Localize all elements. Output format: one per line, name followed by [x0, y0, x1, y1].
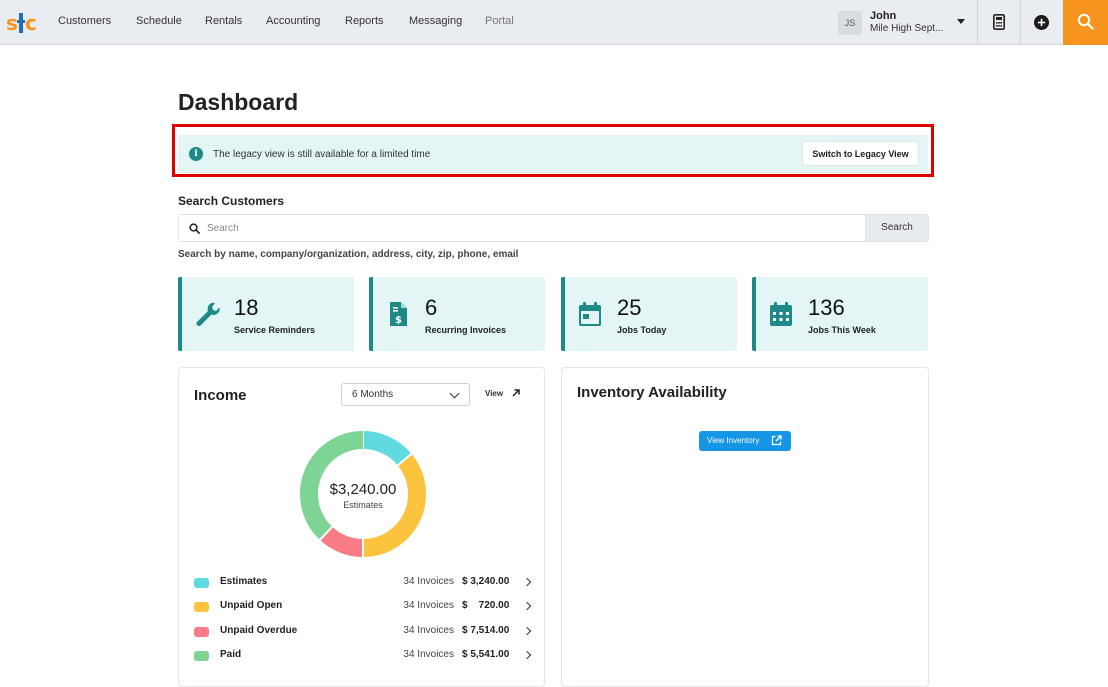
nav-accounting[interactable]: Accounting	[266, 15, 321, 27]
search-bar: Search	[178, 214, 929, 242]
view-inventory-button[interactable]: View Inventory	[699, 431, 791, 451]
user-organization: Mile High Sept...	[870, 23, 944, 34]
search-input[interactable]	[207, 219, 857, 237]
chevron-right-icon[interactable]	[522, 650, 532, 660]
inventory-title: Inventory Availability	[577, 384, 727, 401]
global-search-button[interactable]	[1063, 0, 1108, 45]
chevron-right-icon[interactable]	[522, 626, 532, 636]
wrench-icon	[196, 302, 220, 326]
calendar-day-icon	[579, 302, 601, 326]
arrow-up-right-icon[interactable]	[511, 388, 521, 398]
nav-customers[interactable]: Customers	[58, 15, 112, 27]
logo[interactable]: s c	[6, 10, 38, 36]
stat-value: 136	[808, 295, 845, 320]
donut-segment-unpaid-open[interactable]	[362, 453, 426, 557]
legend-invoices: 34 Invoices	[403, 625, 454, 636]
user-menu[interactable]: JS John Mile High Sept...	[838, 9, 968, 37]
legend-invoices: 34 Invoices	[403, 576, 454, 587]
svg-text:s: s	[6, 11, 18, 35]
external-link-icon	[771, 435, 782, 446]
donut-separator	[318, 525, 334, 542]
invoice-dollar-icon: $	[390, 302, 407, 326]
donut-center-label: Estimates	[343, 500, 383, 510]
legend-name: Paid	[220, 649, 242, 660]
switch-legacy-button[interactable]: Switch to Legacy View	[802, 141, 919, 166]
calculator-icon	[993, 14, 1005, 30]
legend-swatch	[194, 627, 209, 637]
calculator-button[interactable]	[977, 0, 1019, 45]
legend-amount: $ 720.00	[462, 600, 510, 611]
view-inventory-label: View Inventory	[707, 436, 760, 445]
avatar: JS	[838, 11, 862, 35]
income-title: Income	[194, 387, 247, 404]
search-icon	[1077, 13, 1094, 30]
top-nav: s c Customers Schedule Rentals Accountin…	[0, 0, 1108, 45]
svg-text:$: $	[395, 315, 402, 326]
chevron-down-icon	[449, 388, 460, 399]
stat-label: Recurring Invoices	[425, 325, 507, 335]
legend-invoices: 34 Invoices	[403, 600, 454, 611]
legend-amount: $ 5,541.00	[462, 649, 510, 660]
stat-service-reminders[interactable]: 18 Service Reminders	[178, 277, 354, 351]
nav-messaging[interactable]: Messaging	[409, 15, 463, 27]
inventory-card: Inventory Availability View Inventory	[561, 367, 929, 687]
legend-row-estimates[interactable]: Estimates 34 Invoices $ 3,240.00	[194, 575, 534, 591]
legend-invoices: 34 Invoices	[403, 649, 454, 660]
legend-swatch	[194, 602, 209, 612]
search-hint: Search by name, company/organization, ad…	[178, 249, 519, 260]
period-select[interactable]: 6 Months	[341, 383, 470, 406]
donut-segment-unpaid-overdue[interactable]	[319, 526, 364, 557]
search-icon	[189, 223, 200, 234]
highlight-box	[172, 124, 934, 177]
legacy-banner: i The legacy view is still available for…	[178, 135, 928, 173]
legend-name: Unpaid Overdue	[220, 625, 298, 636]
legend-row-unpaid-open[interactable]: Unpaid Open 34 Invoices $ 720.00	[194, 599, 534, 615]
legend-swatch	[194, 651, 209, 661]
page-title: Dashboard	[178, 89, 299, 115]
chevron-right-icon[interactable]	[522, 601, 532, 611]
stat-recurring-invoices[interactable]: $ 6 Recurring Invoices	[369, 277, 545, 351]
legend-row-unpaid-overdue[interactable]: Unpaid Overdue 34 Invoices $ 7,514.00	[194, 624, 534, 640]
stat-value: 25	[617, 295, 642, 320]
add-button[interactable]	[1020, 0, 1062, 45]
income-view-link[interactable]: View	[485, 389, 504, 398]
donut-segment-paid[interactable]	[300, 431, 364, 540]
legend-row-paid[interactable]: Paid 34 Invoices $ 5,541.00	[194, 648, 534, 664]
stat-value: 18	[234, 295, 259, 320]
caret-down-icon	[957, 19, 965, 24]
nav-portal[interactable]: Portal	[485, 15, 514, 27]
stat-value: 6	[425, 295, 438, 320]
stat-label: Jobs This Week	[808, 325, 876, 335]
chevron-right-icon[interactable]	[522, 577, 532, 587]
nav-rentals[interactable]: Rentals	[205, 15, 243, 27]
nav-schedule[interactable]: Schedule	[136, 15, 182, 27]
user-name: John	[870, 10, 897, 22]
search-button[interactable]: Search	[865, 215, 928, 241]
svg-text:c: c	[25, 11, 37, 35]
stat-jobs-this-week[interactable]: 136 Jobs This Week	[752, 277, 928, 351]
period-value: 6 Months	[352, 389, 394, 400]
calendar-week-icon	[770, 302, 792, 326]
info-icon: i	[189, 147, 203, 161]
banner-text: The legacy view is still available for a…	[213, 149, 431, 160]
donut-separator	[396, 452, 413, 467]
legend-amount: $ 7,514.00	[462, 625, 510, 636]
donut-segment-estimates[interactable]	[362, 431, 412, 466]
donut-center-amount: $3,240.00	[329, 481, 397, 498]
plus-circle-icon	[1034, 15, 1049, 30]
legend-amount: $ 3,240.00	[462, 576, 510, 587]
income-donut-chart	[300, 430, 426, 558]
legend-name: Unpaid Open	[220, 600, 283, 611]
stat-label: Jobs Today	[617, 325, 667, 335]
legend-swatch	[194, 578, 209, 588]
stat-jobs-today[interactable]: 25 Jobs Today	[561, 277, 737, 351]
income-card: Income 6 Months View $3,240.00 Estimates…	[178, 367, 545, 687]
legend-name: Estimates	[220, 576, 268, 587]
search-label: Search Customers	[178, 194, 285, 208]
stat-label: Service Reminders	[234, 325, 316, 335]
nav-reports[interactable]: Reports	[345, 15, 384, 27]
